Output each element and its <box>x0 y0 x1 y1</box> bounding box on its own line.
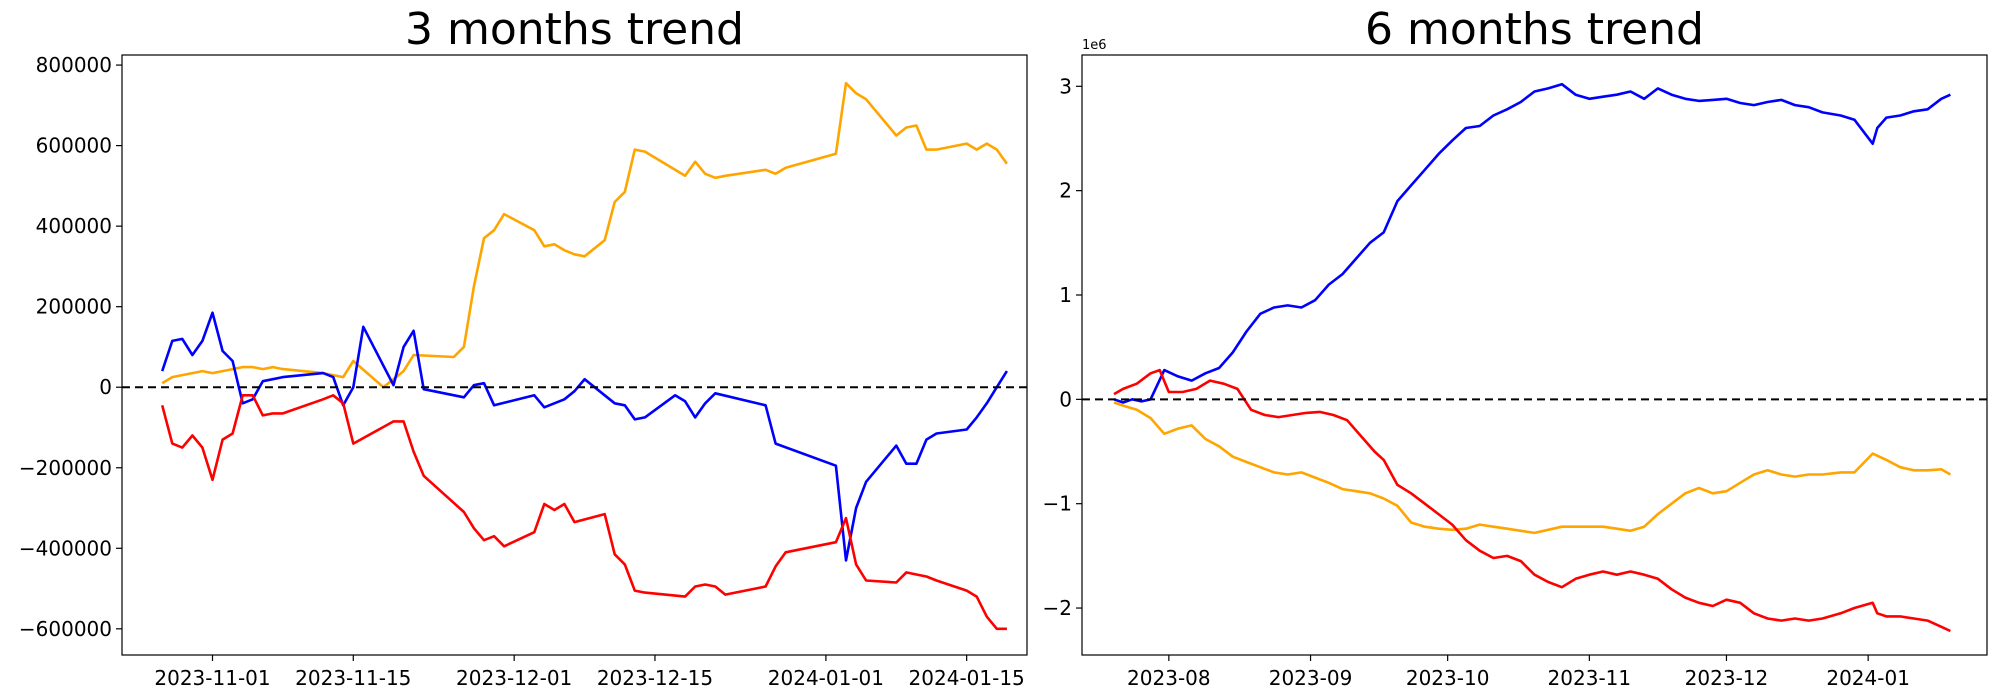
x-tick-label: 2023-10 <box>1406 666 1490 690</box>
y-tick-label: 600000 <box>36 134 112 158</box>
y-tick-label: 800000 <box>36 53 112 77</box>
plot-frame <box>1081 54 1988 656</box>
x-tick-label: 2023-09 <box>1269 666 1353 690</box>
y-tick-label: −600000 <box>19 617 112 641</box>
y-tick-label: −200000 <box>19 456 112 480</box>
series-line-0 <box>1113 82 1951 404</box>
series-line-0 <box>161 81 1008 389</box>
x-tick-label: 2023-11-01 <box>154 666 270 690</box>
y-tick-label: 0 <box>1059 387 1072 411</box>
series-line-2 <box>160 393 1007 631</box>
x-tick-label: 2023-12-01 <box>456 666 572 690</box>
y-scale-offset-label: 1e6 <box>1082 38 1107 53</box>
y-tick-label: −1 <box>1043 492 1072 516</box>
x-tick-label: 2023-11 <box>1548 666 1632 690</box>
x-tick-label: 2023-12-15 <box>597 666 713 690</box>
chart-title-6-months: 6 months trend <box>1365 4 1704 55</box>
chart-title-3-months: 3 months trend <box>405 4 744 55</box>
y-tick-label: 1 <box>1059 283 1072 307</box>
y-tick-label: −400000 <box>19 536 112 560</box>
y-tick-label: 2 <box>1059 179 1072 203</box>
series-line-1 <box>1113 401 1952 535</box>
x-tick-label: 2023-12 <box>1685 666 1769 690</box>
y-tick-label: 200000 <box>36 295 112 319</box>
y-tick-label: 400000 <box>36 214 112 238</box>
y-tick-label: 0 <box>99 375 112 399</box>
y-tick-label: −2 <box>1043 596 1072 620</box>
series-line-1 <box>160 311 1009 562</box>
x-tick-label: 2023-11-15 <box>295 666 411 690</box>
x-tick-label: 2024-01-01 <box>768 666 884 690</box>
x-tick-label: 2024-01-15 <box>909 666 1025 690</box>
x-tick-label: 2023-08 <box>1127 666 1211 690</box>
x-tick-label: 2024-01 <box>1826 666 1910 690</box>
plot-frame <box>121 54 1028 656</box>
y-tick-label: 3 <box>1059 74 1072 98</box>
series-line-2 <box>1113 368 1951 633</box>
